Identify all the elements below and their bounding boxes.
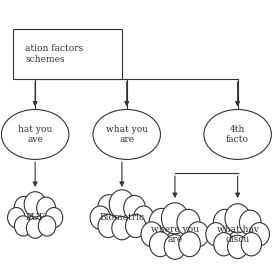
Text: PUF: PUF — [25, 213, 45, 222]
FancyBboxPatch shape — [13, 29, 122, 79]
Text: what hav
discu: what hav discu — [217, 225, 259, 244]
Text: 4th
facto: 4th facto — [226, 125, 249, 144]
Ellipse shape — [1, 109, 69, 159]
Circle shape — [125, 214, 146, 238]
Circle shape — [98, 214, 118, 238]
Circle shape — [37, 197, 55, 219]
Circle shape — [8, 207, 25, 228]
Circle shape — [177, 209, 200, 236]
Circle shape — [187, 222, 209, 247]
Circle shape — [214, 233, 234, 256]
Circle shape — [150, 232, 171, 257]
Circle shape — [38, 216, 56, 236]
Circle shape — [26, 218, 44, 238]
Circle shape — [164, 234, 186, 259]
Circle shape — [239, 210, 261, 235]
Text: hat you
ave: hat you ave — [18, 125, 52, 144]
Circle shape — [90, 206, 110, 229]
Circle shape — [249, 223, 269, 246]
Text: what you
are: what you are — [106, 125, 148, 144]
Circle shape — [213, 209, 237, 236]
Text: ation factors
schemes: ation factors schemes — [25, 44, 84, 64]
Circle shape — [241, 233, 262, 256]
Circle shape — [112, 216, 132, 240]
Circle shape — [109, 190, 135, 219]
Circle shape — [124, 195, 145, 220]
Circle shape — [134, 206, 154, 229]
Ellipse shape — [204, 109, 271, 159]
Circle shape — [98, 195, 121, 221]
Circle shape — [206, 223, 226, 246]
Circle shape — [14, 196, 34, 220]
Circle shape — [228, 235, 248, 258]
Circle shape — [149, 208, 174, 237]
Circle shape — [225, 204, 250, 233]
Ellipse shape — [93, 109, 160, 159]
Circle shape — [45, 207, 63, 228]
Circle shape — [179, 232, 200, 257]
Circle shape — [24, 192, 46, 217]
Circle shape — [141, 222, 163, 247]
Text: where you
are: where you are — [151, 225, 199, 244]
Circle shape — [162, 203, 188, 234]
Text: Biometric: Biometric — [99, 213, 144, 222]
Circle shape — [15, 216, 32, 236]
